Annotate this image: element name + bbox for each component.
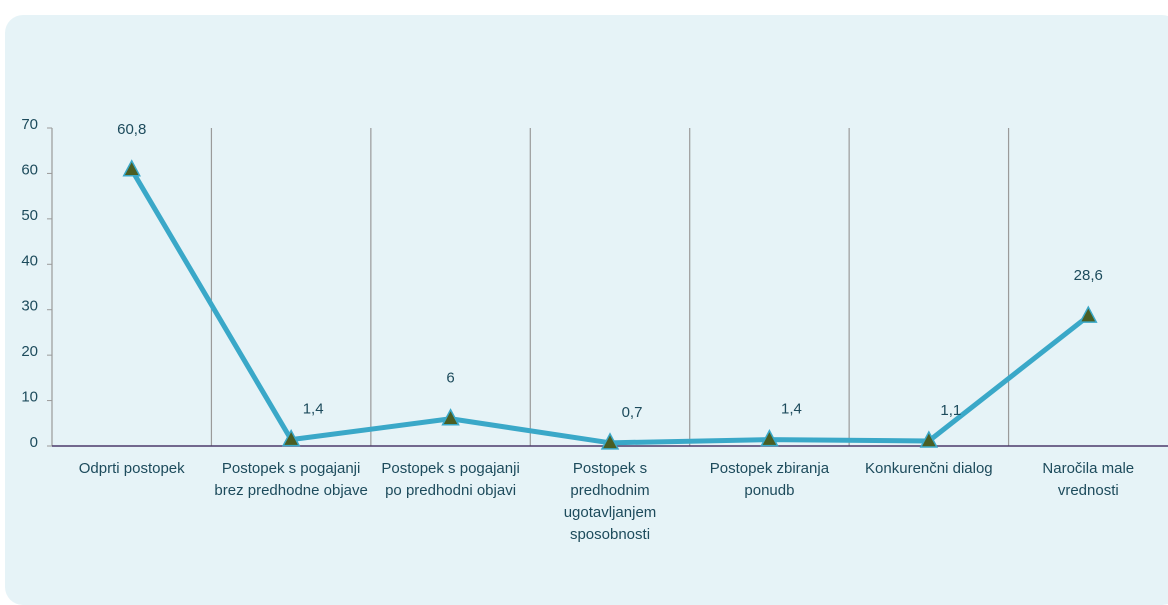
- data-label: 28,6: [1074, 267, 1103, 284]
- x-tick-label: Konkurenčni dialog: [865, 460, 993, 477]
- x-tick-label: Postopek s pogajanji po predhodni objavi: [381, 460, 520, 499]
- chart-background: [5, 15, 1168, 605]
- x-tick-label: Postopek s predhodnim ugotavljanjem spos…: [563, 460, 657, 543]
- marker: [441, 408, 460, 426]
- data-label: 60,8: [117, 121, 146, 138]
- marker: [919, 430, 939, 448]
- y-tick-label: 0: [30, 434, 38, 451]
- y-tick-label: 20: [21, 343, 38, 360]
- x-tick-label: Odprti postopek: [78, 460, 185, 477]
- y-tick-label: 70: [21, 116, 38, 133]
- data-label: 6: [446, 370, 454, 387]
- data-label: 1,1: [940, 402, 961, 419]
- x-tick-label: Postopek s pogajanji brez predhodne obja…: [214, 460, 368, 499]
- y-tick-label: 60: [21, 161, 38, 178]
- data-label: 0,7: [622, 404, 643, 421]
- y-tick-label: 40: [21, 252, 38, 269]
- y-tick-label: 50: [21, 207, 38, 224]
- marker: [600, 432, 620, 450]
- marker: [122, 159, 141, 177]
- x-tick-label: Naročila male vrednosti: [1042, 460, 1135, 499]
- marker: [760, 429, 779, 447]
- marker: [1079, 305, 1098, 323]
- y-tick-label: 30: [21, 298, 38, 315]
- data-label: 1,4: [781, 401, 802, 418]
- marker: [281, 429, 301, 447]
- y-tick-label: 10: [21, 389, 38, 406]
- data-label: 1,4: [303, 401, 324, 418]
- x-tick-label: Postopek zbiranja ponudb: [709, 460, 830, 499]
